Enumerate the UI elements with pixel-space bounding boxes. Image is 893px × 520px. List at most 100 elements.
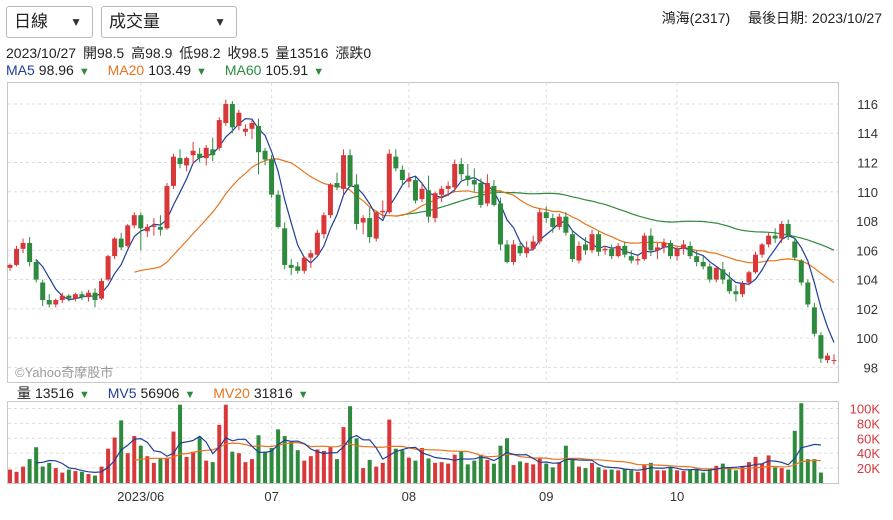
price-tick-label: 114 [857, 126, 878, 141]
chevron-down-icon: ▼ [70, 15, 82, 29]
candle-body [713, 267, 719, 280]
candle-body [700, 262, 706, 267]
candle-body [720, 269, 726, 280]
volume-bar [40, 466, 45, 483]
candle-body [367, 218, 373, 238]
volume-bar [635, 471, 640, 483]
date-tick-label: 2023/06 [117, 489, 164, 504]
volume-bar [433, 462, 438, 483]
price-tick-label: 108 [856, 214, 878, 229]
volume-bar [27, 459, 32, 483]
volume-bar [400, 450, 405, 483]
price-tick-label: 112 [857, 155, 878, 170]
candle-body [125, 225, 131, 246]
volume-bar [276, 429, 281, 483]
volume-bar [145, 456, 150, 483]
period-select[interactable]: 日線 ▼ [6, 6, 93, 38]
volume-bar [243, 462, 248, 483]
volume-bar [210, 462, 215, 483]
volume-bar [622, 468, 627, 483]
volume-bar [753, 456, 758, 483]
mv-lines [36, 434, 821, 474]
candle-body [674, 248, 680, 257]
volume-bar [420, 447, 424, 483]
candle-body [648, 235, 654, 251]
candle-body [210, 149, 216, 156]
ohlc-date: 2023/10/27 [6, 45, 77, 61]
volume-bar [164, 457, 169, 483]
candle-body [831, 360, 837, 362]
candle-body [628, 256, 634, 261]
volume-bar [8, 469, 12, 483]
candle-body [798, 260, 804, 283]
candle-body [190, 150, 196, 156]
candle-body [739, 283, 745, 295]
volume-bar [557, 462, 562, 483]
candle-body [99, 281, 105, 299]
volume-bar [642, 465, 647, 483]
candle-body [824, 355, 830, 361]
candle-body [46, 300, 52, 305]
price-tick-label: 102 [856, 302, 878, 317]
candle-body [249, 122, 255, 129]
candle-body [406, 178, 412, 182]
candle-body [622, 245, 628, 255]
candle-body [144, 226, 150, 232]
ma20-value: 103.49 [148, 62, 192, 78]
date-tick-label: 07 [264, 489, 278, 504]
candle-body [229, 103, 235, 128]
candle-body [275, 194, 281, 227]
candle-body [20, 242, 26, 249]
volume-bar [590, 462, 595, 483]
volume-bar [485, 459, 490, 483]
candle-body [314, 232, 320, 255]
date-tick-label: 10 [670, 489, 684, 504]
volume-bar [334, 459, 339, 483]
volume-tick-label: 40K [857, 446, 880, 461]
volume-bar [531, 464, 536, 483]
volume-bar [86, 474, 91, 483]
candle-body [256, 125, 262, 153]
candle-body [341, 155, 347, 189]
watermark: ©Yahoo奇摩股市 [15, 365, 113, 380]
volume-bar [459, 450, 464, 483]
volume-bar [321, 450, 326, 483]
volume-bar [740, 465, 745, 483]
volume-bar [236, 453, 241, 483]
volume-bar [648, 462, 653, 483]
volume-bar [34, 447, 39, 483]
candle-body [785, 223, 791, 236]
volume-bar [302, 460, 307, 483]
candle-body [177, 158, 183, 164]
candle-body [92, 292, 98, 301]
price-tick-label: 110 [857, 185, 878, 200]
candle-body [321, 215, 327, 235]
volume-bar [701, 472, 706, 483]
volume-bar [387, 419, 392, 483]
indicator-select[interactable]: 成交量 ▼ [101, 6, 237, 38]
ohlc-close: 收98.5 [227, 45, 269, 61]
volume-bar [498, 445, 503, 483]
candle-body [668, 242, 674, 257]
volume-bar [374, 466, 379, 483]
volume-bar [478, 454, 483, 483]
candle-body [393, 156, 399, 169]
candle-body [131, 215, 137, 226]
volume-bar [14, 471, 19, 483]
volume-bar [511, 465, 516, 483]
volume-bar [158, 458, 163, 483]
volume-bar [505, 438, 510, 483]
candle-body [262, 150, 268, 160]
volume-bar [563, 445, 568, 483]
volume-bar [596, 467, 601, 483]
volume-bar [354, 438, 359, 483]
candle-body [354, 184, 360, 224]
candle-body [576, 245, 582, 261]
candle-body [792, 241, 798, 258]
volume-bar [472, 460, 477, 483]
volume-bar [760, 463, 765, 483]
period-select-value: 日線 [14, 12, 48, 31]
candle-body [412, 180, 418, 201]
ma5-label: MA5 [6, 62, 35, 78]
